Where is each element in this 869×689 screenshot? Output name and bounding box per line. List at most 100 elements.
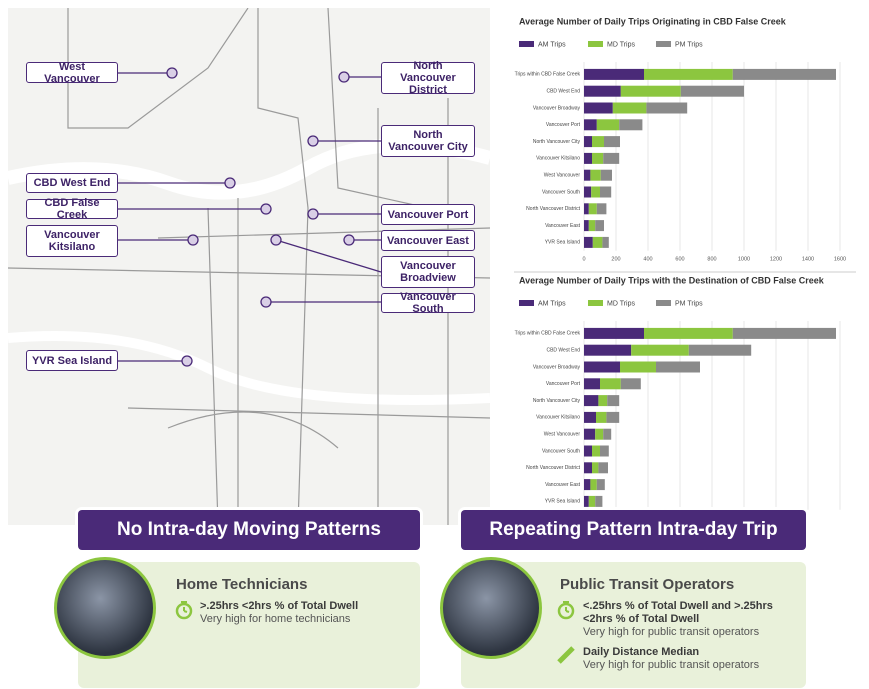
y-tick-label: North Vancouver District bbox=[526, 465, 580, 471]
bar-segment bbox=[619, 119, 642, 130]
bar-segment bbox=[591, 187, 600, 198]
bar-segment bbox=[592, 462, 598, 473]
y-tick-label: Vancouver South bbox=[542, 189, 580, 195]
bar-segment bbox=[584, 220, 589, 231]
x-tick-label: 1400 bbox=[802, 256, 814, 262]
card-item: >.25hrs <2hrs % of Total Dwell Very high… bbox=[200, 600, 410, 626]
bar-segment bbox=[621, 86, 681, 97]
y-tick-label: CBD West End bbox=[546, 348, 580, 354]
map-label: Vancouver Broadview bbox=[381, 256, 475, 288]
bar-segment bbox=[595, 429, 603, 440]
legend-label: AM Trips bbox=[538, 41, 566, 48]
bar-segment bbox=[603, 429, 611, 440]
charts: Average Number of Daily Trips Originatin… bbox=[500, 8, 860, 513]
bar-segment bbox=[584, 328, 644, 339]
bar-segment bbox=[584, 136, 592, 147]
card-title: Home Technicians bbox=[176, 576, 307, 593]
bar-segment bbox=[606, 412, 619, 423]
item-head: <.25hrs % of Total Dwell and >.25hrs <2h… bbox=[583, 600, 793, 626]
bar-segment bbox=[631, 345, 689, 356]
bar-segment bbox=[644, 328, 733, 339]
bar-segment bbox=[584, 237, 593, 248]
bar-segment bbox=[590, 479, 596, 490]
chart-title: Average Number of Daily Trips Originatin… bbox=[519, 16, 787, 26]
map-label: Vancouver Port bbox=[381, 204, 475, 225]
bar-segment bbox=[584, 496, 589, 507]
map-label: Vancouver East bbox=[381, 230, 475, 251]
y-tick-label: YVR Sea Island bbox=[545, 240, 581, 246]
bar-segment bbox=[592, 136, 604, 147]
bar-segment bbox=[584, 479, 590, 490]
card-title: Public Transit Operators bbox=[560, 576, 734, 593]
clock-icon bbox=[556, 600, 576, 620]
y-tick-label: North Vancouver District bbox=[526, 206, 580, 212]
y-tick-label: Vancouver Broadway bbox=[533, 105, 581, 111]
bar-segment bbox=[592, 153, 603, 164]
y-tick-label: Vancouver Broadway bbox=[533, 364, 581, 370]
bar-segment bbox=[584, 378, 600, 389]
bar-segment bbox=[600, 378, 621, 389]
item-text: Very high for public transit operators bbox=[583, 626, 793, 639]
y-tick-label: Trips within CBD False Creek bbox=[515, 331, 581, 337]
banner: No Intra-day Moving Patterns bbox=[78, 510, 420, 550]
bar-segment bbox=[733, 69, 836, 80]
bar-segment bbox=[601, 170, 612, 181]
ruler-icon bbox=[557, 646, 577, 666]
bar-segment bbox=[584, 395, 598, 406]
bar-segment bbox=[595, 220, 604, 231]
bar-segment bbox=[584, 446, 592, 457]
item-head: Daily Distance Median bbox=[583, 646, 793, 659]
bar-segment bbox=[646, 103, 687, 114]
bar-segment bbox=[603, 153, 619, 164]
y-tick-label: Vancouver Port bbox=[546, 122, 581, 128]
y-tick-label: YVR Sea Island bbox=[545, 499, 581, 505]
x-tick-label: 1000 bbox=[738, 256, 750, 262]
y-tick-label: West Vancouver bbox=[544, 432, 581, 438]
bar-segment bbox=[597, 479, 605, 490]
bar-segment bbox=[689, 345, 751, 356]
legend-swatch bbox=[588, 41, 603, 47]
y-tick-label: Vancouver South bbox=[542, 448, 580, 454]
item-text: Very high for home technicians bbox=[200, 613, 410, 626]
bar-segment bbox=[598, 462, 608, 473]
bar-segment bbox=[595, 496, 602, 507]
bar-segment bbox=[602, 237, 608, 248]
bar-segment bbox=[644, 69, 733, 80]
bar-segment bbox=[621, 378, 641, 389]
y-tick-label: Vancouver East bbox=[545, 482, 581, 488]
chart-title: Average Number of Daily Trips with the D… bbox=[519, 275, 825, 285]
map-label: CBD False Creek bbox=[26, 199, 118, 219]
bar-segment bbox=[584, 69, 644, 80]
legend-label: MD Trips bbox=[607, 41, 636, 48]
map-label: North Vancouver District bbox=[381, 62, 475, 94]
bar-segment bbox=[600, 187, 611, 198]
bar-segment bbox=[596, 412, 606, 423]
bar-segment bbox=[598, 395, 607, 406]
bar-segment bbox=[656, 362, 700, 373]
bar-segment bbox=[613, 103, 647, 114]
photo bbox=[54, 557, 156, 659]
map-label: North Vancouver City bbox=[381, 125, 475, 157]
legend-swatch bbox=[519, 41, 534, 47]
x-tick-label: 1600 bbox=[834, 256, 846, 262]
bar-segment bbox=[584, 153, 592, 164]
map-label: CBD West End bbox=[26, 173, 118, 193]
item-text: Very high for public transit operators bbox=[583, 659, 793, 672]
y-tick-label: Vancouver East bbox=[545, 223, 581, 229]
bar-segment bbox=[600, 446, 609, 457]
x-tick-label: 1200 bbox=[770, 256, 782, 262]
bar-segment bbox=[592, 446, 600, 457]
bar-segment bbox=[584, 362, 620, 373]
map-label: Vancouver South bbox=[381, 293, 475, 313]
bar-segment bbox=[584, 187, 591, 198]
legend-label: MD Trips bbox=[607, 300, 636, 307]
map-label: Vancouver Kitsilano bbox=[26, 225, 118, 257]
clock-icon bbox=[174, 600, 194, 620]
y-tick-label: North Vancouver City bbox=[533, 139, 581, 145]
bar-segment bbox=[584, 412, 596, 423]
y-tick-label: West Vancouver bbox=[544, 173, 581, 179]
legend-label: PM Trips bbox=[675, 41, 703, 48]
banner: Repeating Pattern Intra-day Trip bbox=[461, 510, 806, 550]
x-tick-label: 800 bbox=[707, 256, 716, 262]
y-tick-label: Trips within CBD False Creek bbox=[515, 72, 581, 78]
